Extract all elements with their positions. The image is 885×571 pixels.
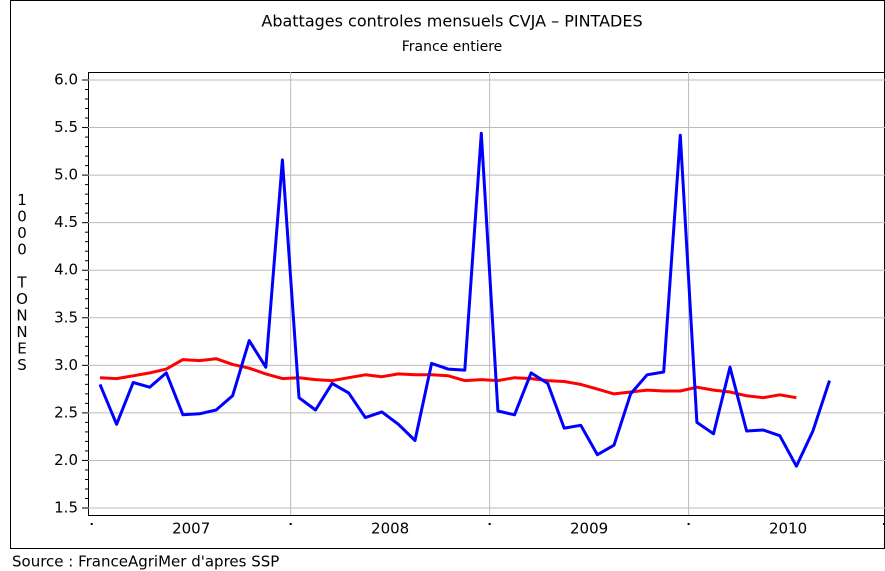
x-tick-dot	[289, 523, 292, 525]
x-tick-dot	[687, 523, 690, 525]
y-tick-label: 6.0	[54, 71, 78, 89]
x-tick-label: 2007	[172, 520, 210, 538]
x-tick-label: 2009	[570, 520, 608, 538]
plot-area	[88, 72, 885, 516]
y-tick-label: 5.5	[54, 118, 78, 136]
x-tick-dot	[90, 523, 93, 525]
source-note: Source : FranceAgriMer d'apres SSP	[12, 553, 279, 571]
y-tick-label: 3.5	[54, 308, 78, 326]
y-tick-label: 4.0	[54, 261, 78, 279]
y-tick-label: 3.0	[54, 356, 78, 374]
frame	[10, 0, 885, 549]
series-line	[99, 357, 797, 400]
x-tick-dot	[883, 523, 885, 525]
y-tick-label: 4.5	[54, 213, 78, 231]
x-tick-dot	[488, 523, 491, 525]
chart-subtitle: France entiere	[402, 39, 503, 55]
chart-title: Abattages controles mensuels CVJA – PINT…	[261, 12, 642, 31]
x-tick-label: 2008	[371, 520, 409, 538]
x-tick-label: 2010	[769, 520, 807, 538]
y-tick-label: 2.5	[54, 403, 78, 421]
y-tick-label: 2.0	[54, 451, 78, 469]
series-line	[98, 131, 831, 468]
y-tick-label: 1.5	[54, 499, 78, 517]
y-tick-label: 5.0	[54, 166, 78, 184]
